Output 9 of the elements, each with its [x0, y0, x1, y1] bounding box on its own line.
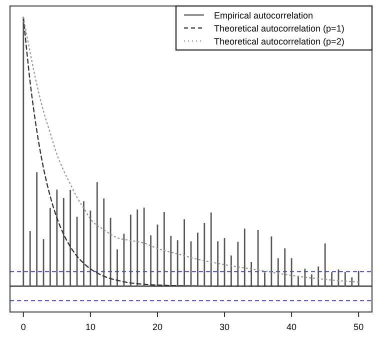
x-tick-label: 50 — [354, 322, 364, 332]
x-tick-label: 20 — [152, 322, 162, 332]
x-tick-label: 0 — [20, 322, 26, 332]
legend-label: Theoretical autocorrelation (p=1) — [214, 24, 344, 34]
legend-label: Theoretical autocorrelation (p=2) — [214, 36, 344, 46]
x-tick-label: 10 — [85, 322, 96, 332]
legend-label: Empirical autocorrelation — [214, 10, 314, 20]
x-tick-label: 40 — [286, 322, 297, 332]
x-tick-label: 30 — [220, 322, 230, 332]
